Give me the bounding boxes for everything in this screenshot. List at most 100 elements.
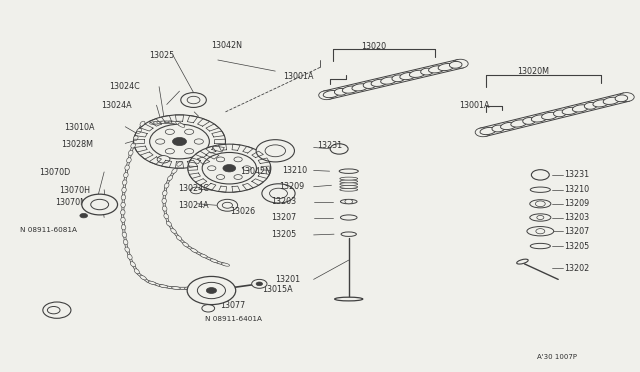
Ellipse shape	[177, 161, 182, 166]
Ellipse shape	[363, 82, 376, 89]
Ellipse shape	[335, 297, 363, 301]
Ellipse shape	[171, 228, 176, 233]
Circle shape	[202, 305, 214, 312]
Circle shape	[345, 199, 353, 204]
Ellipse shape	[562, 107, 578, 115]
Circle shape	[180, 93, 206, 108]
Text: 13020: 13020	[362, 42, 387, 51]
Ellipse shape	[340, 177, 358, 180]
Circle shape	[256, 282, 262, 286]
Ellipse shape	[124, 240, 128, 245]
Text: 13024A: 13024A	[102, 101, 132, 110]
Ellipse shape	[221, 263, 230, 266]
Ellipse shape	[122, 187, 126, 193]
Ellipse shape	[125, 247, 129, 252]
Circle shape	[207, 166, 216, 171]
Ellipse shape	[164, 121, 173, 124]
Ellipse shape	[163, 190, 167, 196]
Text: 13207: 13207	[564, 227, 590, 236]
Text: 13205: 13205	[271, 230, 297, 240]
Ellipse shape	[121, 217, 125, 222]
Text: 13028M: 13028M	[61, 140, 93, 149]
Circle shape	[157, 155, 170, 163]
Ellipse shape	[127, 158, 131, 163]
Ellipse shape	[162, 198, 166, 203]
Ellipse shape	[449, 61, 462, 68]
Ellipse shape	[148, 281, 156, 285]
Ellipse shape	[218, 296, 226, 299]
Circle shape	[190, 187, 202, 194]
Ellipse shape	[341, 232, 356, 236]
Circle shape	[134, 115, 225, 168]
Ellipse shape	[176, 235, 182, 240]
Text: 13070H: 13070H	[60, 186, 90, 195]
Circle shape	[256, 140, 294, 162]
Ellipse shape	[340, 186, 358, 188]
Ellipse shape	[122, 225, 126, 230]
Circle shape	[216, 174, 225, 179]
Ellipse shape	[133, 136, 138, 141]
Ellipse shape	[122, 232, 127, 237]
Circle shape	[537, 215, 544, 219]
Ellipse shape	[164, 183, 169, 188]
Text: 13205: 13205	[564, 241, 590, 250]
Text: 13231: 13231	[317, 141, 342, 151]
Ellipse shape	[340, 188, 358, 191]
Ellipse shape	[516, 259, 528, 264]
Ellipse shape	[531, 243, 550, 249]
Ellipse shape	[150, 122, 159, 124]
Circle shape	[80, 214, 88, 218]
Ellipse shape	[120, 210, 125, 215]
Text: 13026: 13026	[230, 208, 256, 217]
Circle shape	[243, 166, 251, 171]
Ellipse shape	[523, 118, 535, 124]
Ellipse shape	[159, 285, 168, 288]
Circle shape	[252, 279, 267, 288]
Text: 13015A: 13015A	[262, 285, 293, 294]
Circle shape	[531, 170, 549, 180]
Text: 13020M: 13020M	[516, 67, 548, 76]
Circle shape	[536, 229, 545, 234]
Circle shape	[475, 128, 490, 137]
Ellipse shape	[500, 122, 516, 129]
Circle shape	[173, 137, 186, 145]
Circle shape	[184, 148, 194, 154]
Ellipse shape	[127, 254, 132, 259]
Ellipse shape	[121, 195, 125, 200]
Ellipse shape	[492, 125, 504, 132]
Ellipse shape	[554, 110, 566, 117]
Ellipse shape	[335, 89, 347, 95]
Ellipse shape	[480, 127, 496, 135]
Ellipse shape	[212, 282, 221, 285]
Ellipse shape	[125, 165, 129, 170]
Ellipse shape	[207, 281, 216, 284]
Circle shape	[262, 184, 295, 203]
Circle shape	[453, 59, 468, 68]
Circle shape	[187, 276, 236, 305]
Ellipse shape	[131, 143, 136, 148]
Ellipse shape	[191, 248, 198, 253]
Text: 13202: 13202	[564, 264, 590, 273]
Circle shape	[234, 157, 243, 162]
Ellipse shape	[221, 286, 227, 291]
Text: 13201: 13201	[275, 275, 300, 284]
Circle shape	[195, 139, 204, 144]
Ellipse shape	[140, 275, 147, 280]
Ellipse shape	[168, 121, 177, 124]
Text: 13042N: 13042N	[211, 41, 243, 51]
Text: 13207: 13207	[271, 213, 297, 222]
Text: 13210: 13210	[282, 166, 307, 175]
Ellipse shape	[200, 254, 207, 258]
Text: 13025: 13025	[149, 51, 174, 60]
Circle shape	[217, 199, 237, 211]
Text: 13209: 13209	[279, 182, 305, 191]
Text: 13010A: 13010A	[65, 123, 95, 132]
Ellipse shape	[584, 102, 597, 109]
Text: A'30 1007P: A'30 1007P	[537, 354, 577, 360]
Text: 13024C: 13024C	[178, 185, 209, 193]
Text: 13001A: 13001A	[283, 72, 314, 81]
Text: 13077: 13077	[220, 301, 246, 310]
Ellipse shape	[342, 86, 358, 93]
Ellipse shape	[223, 289, 228, 294]
Ellipse shape	[371, 79, 387, 86]
